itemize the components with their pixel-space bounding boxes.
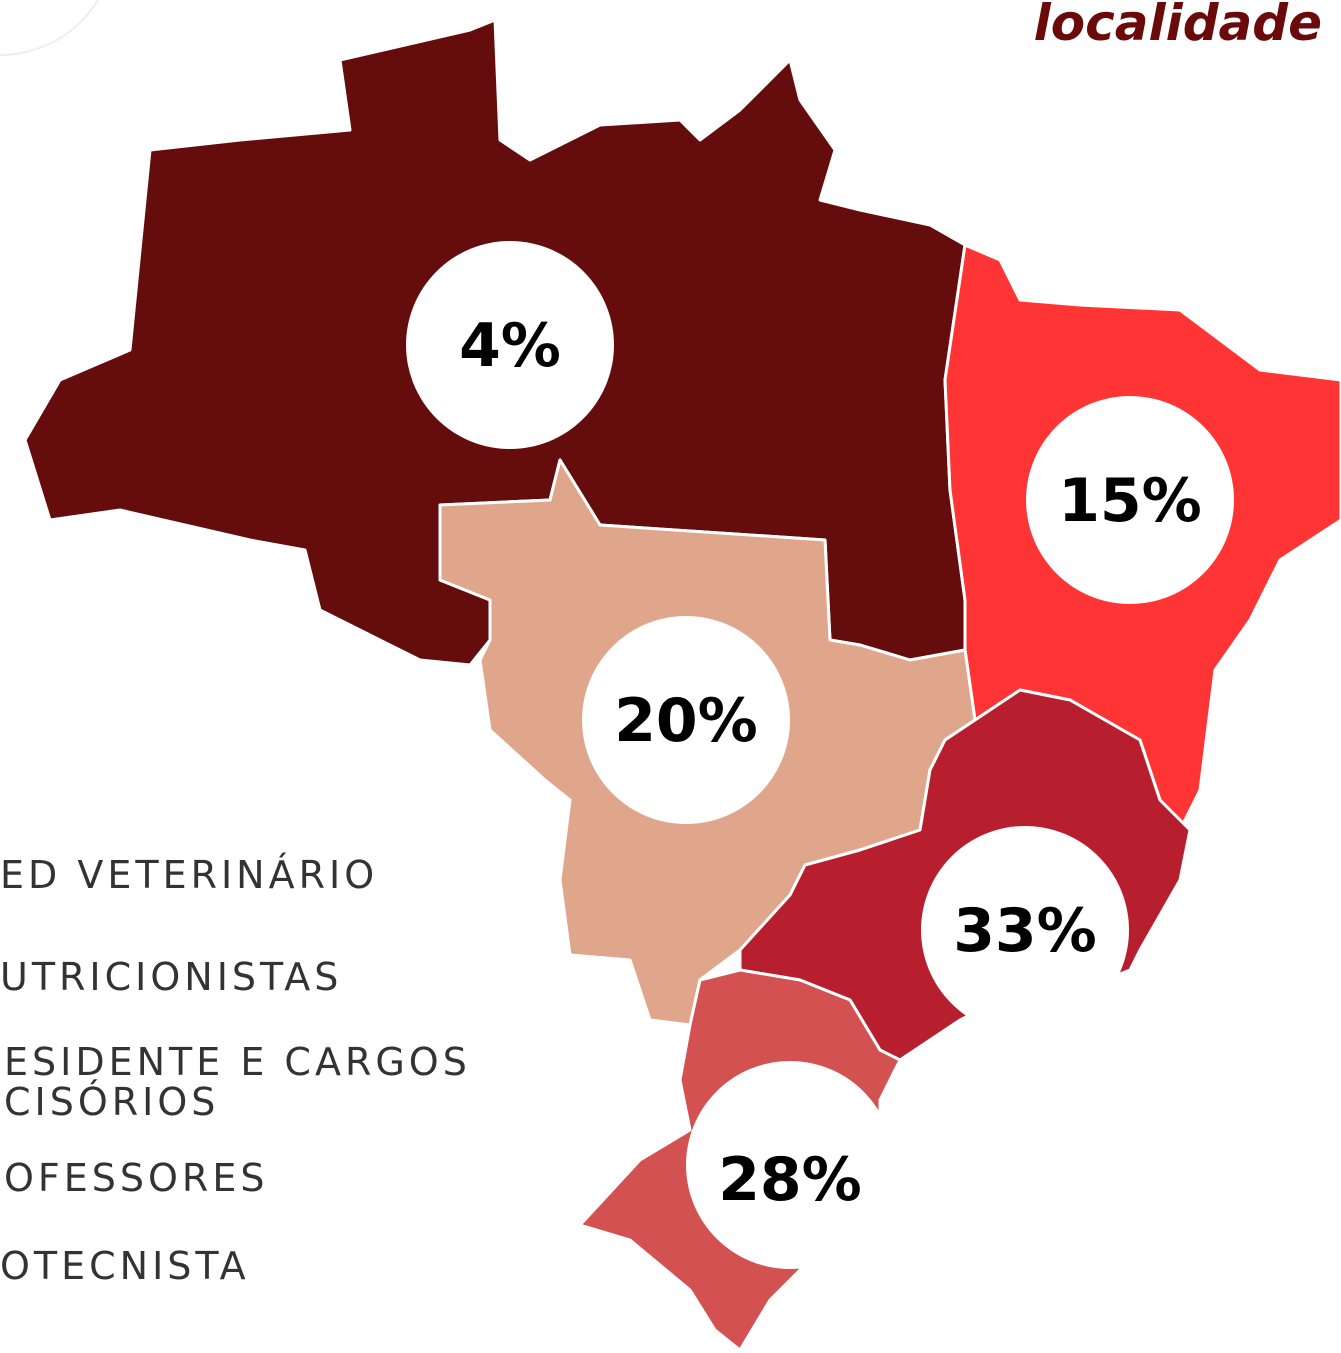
left-list: ED VETERINÁRIO UTRICIONISTAS ESIDENTE E … — [0, 853, 471, 1288]
badge — [582, 616, 790, 824]
list-item: UTRICIONISTAS — [0, 955, 342, 999]
list-item: ED VETERINÁRIO — [0, 853, 378, 897]
region-label: 33% — [953, 896, 1097, 966]
badge — [406, 241, 614, 449]
region-label: 4% — [459, 311, 561, 381]
region-badges: 4% 15% 20% 33% 28% — [406, 241, 1234, 1269]
list-item: ESIDENTE E CARGOS — [4, 1040, 471, 1084]
list-item: OTECNISTA — [0, 1244, 250, 1288]
list-item: CISÓRIOS — [4, 1080, 219, 1124]
badge — [1026, 396, 1234, 604]
region-label: 28% — [718, 1145, 862, 1215]
list-item: OFESSORES — [4, 1156, 268, 1200]
title: localidade — [1034, 0, 1322, 52]
region-label: 20% — [614, 686, 758, 756]
region-label: 15% — [1058, 466, 1202, 536]
decor-circle — [0, 0, 100, 56]
badge — [686, 1061, 894, 1269]
badge — [921, 826, 1129, 1034]
